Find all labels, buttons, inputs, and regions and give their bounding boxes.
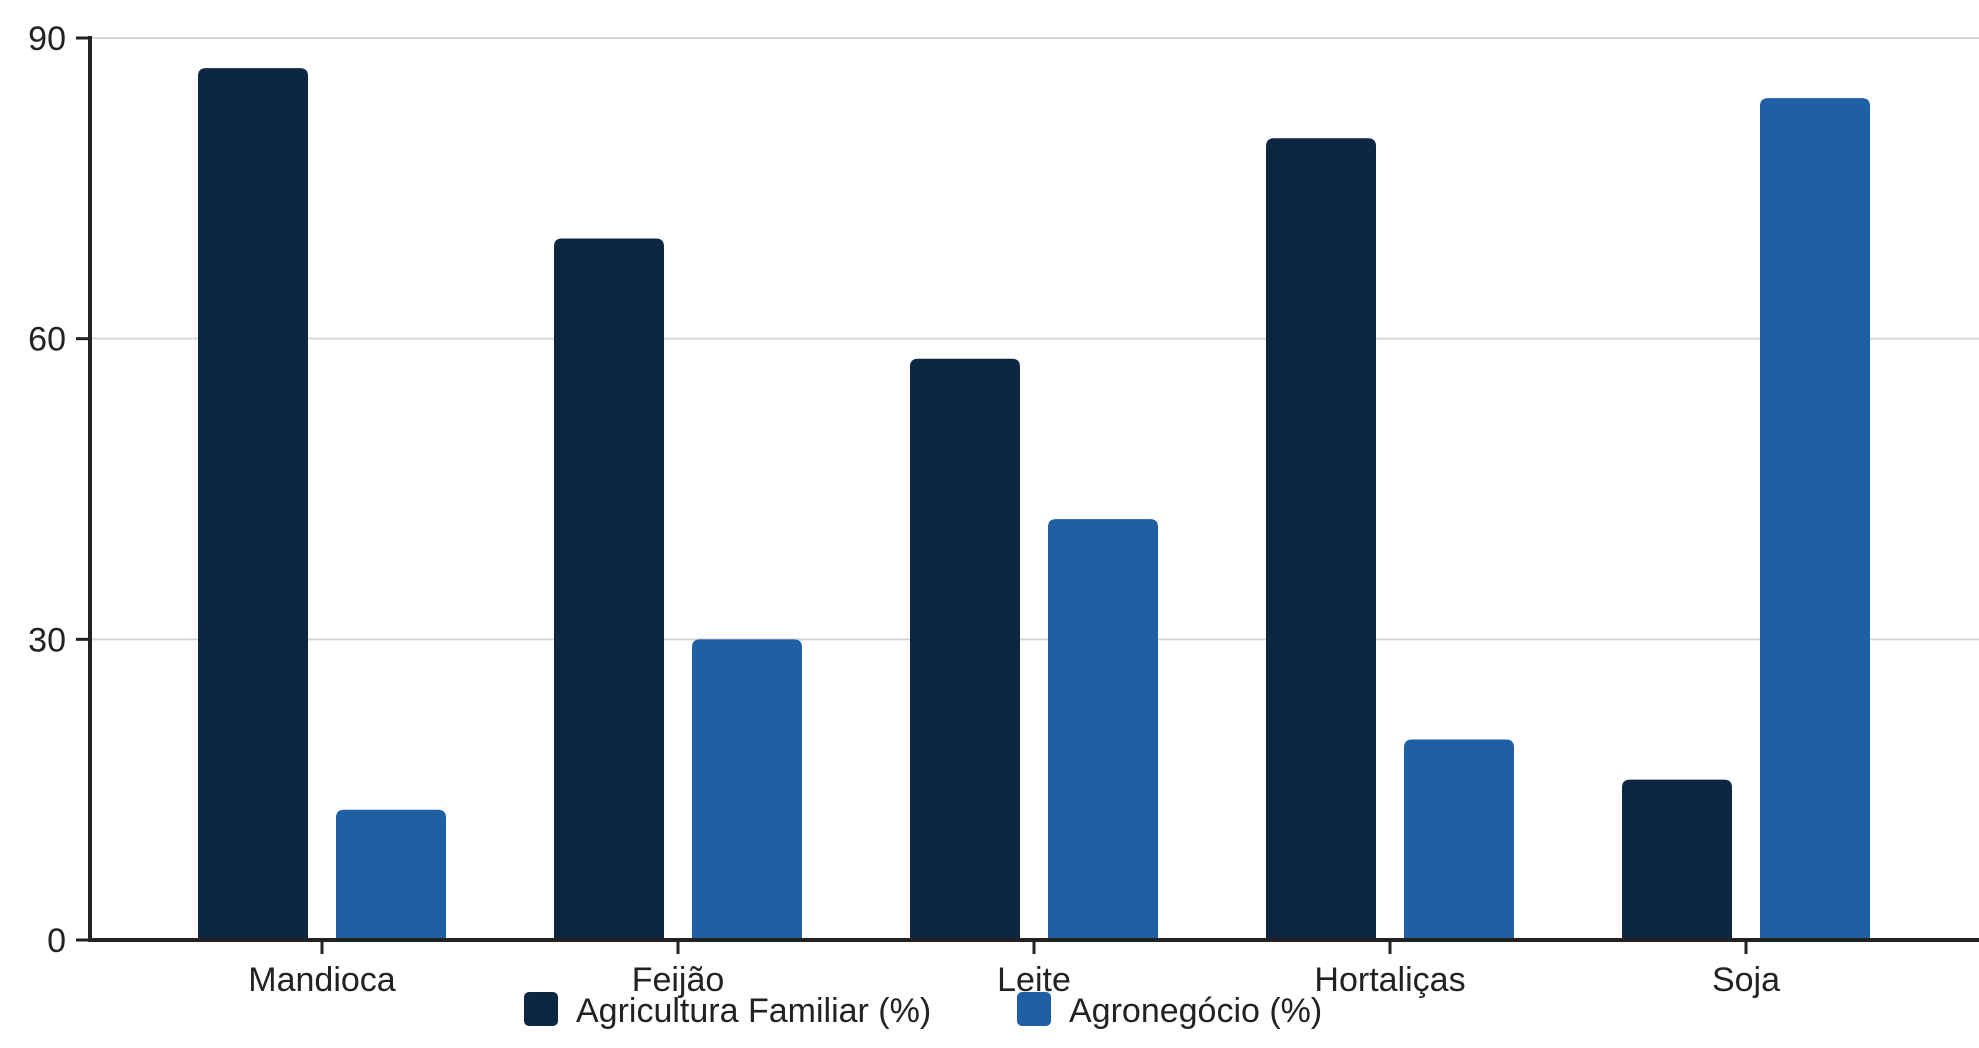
axes xyxy=(76,36,1979,954)
x-tick-label: Soja xyxy=(1712,961,1780,999)
x-tick-label: Mandioca xyxy=(248,961,396,999)
legend-label-agronegocio: Agronegócio (%) xyxy=(1069,992,1322,1030)
legend-label-agricultura-familiar: Agricultura Familiar (%) xyxy=(576,992,931,1030)
bar-agronegocio-3 xyxy=(1404,739,1514,940)
grid-lines xyxy=(90,37,1979,641)
bar-agronegocio-2 xyxy=(1048,519,1158,940)
bar-agronegocio-0 xyxy=(336,809,446,940)
bar-agricultura-familiar-4 xyxy=(1622,779,1732,940)
bar-agricultura-familiar-1 xyxy=(554,238,664,940)
bars xyxy=(198,68,1870,941)
bar-agronegocio-4 xyxy=(1760,98,1870,941)
bar-agronegocio-1 xyxy=(692,639,802,940)
x-tick-label: Feijão xyxy=(632,961,725,999)
bar-agricultura-familiar-3 xyxy=(1266,138,1376,940)
bar-agricultura-familiar-0 xyxy=(198,68,308,941)
bar-agricultura-familiar-2 xyxy=(910,358,1020,940)
legend: Agricultura Familiar (%) Agronegócio (%) xyxy=(524,992,1322,1030)
legend-swatch-agricultura-familiar xyxy=(524,992,558,1026)
legend-swatch-agronegocio xyxy=(1017,992,1051,1026)
y-tick-label: 0 xyxy=(47,922,66,960)
y-tick-label: 60 xyxy=(28,321,66,359)
x-tick-label: Hortaliças xyxy=(1314,961,1465,999)
y-tick-label: 30 xyxy=(28,621,66,659)
y-tick-label: 90 xyxy=(28,20,66,58)
